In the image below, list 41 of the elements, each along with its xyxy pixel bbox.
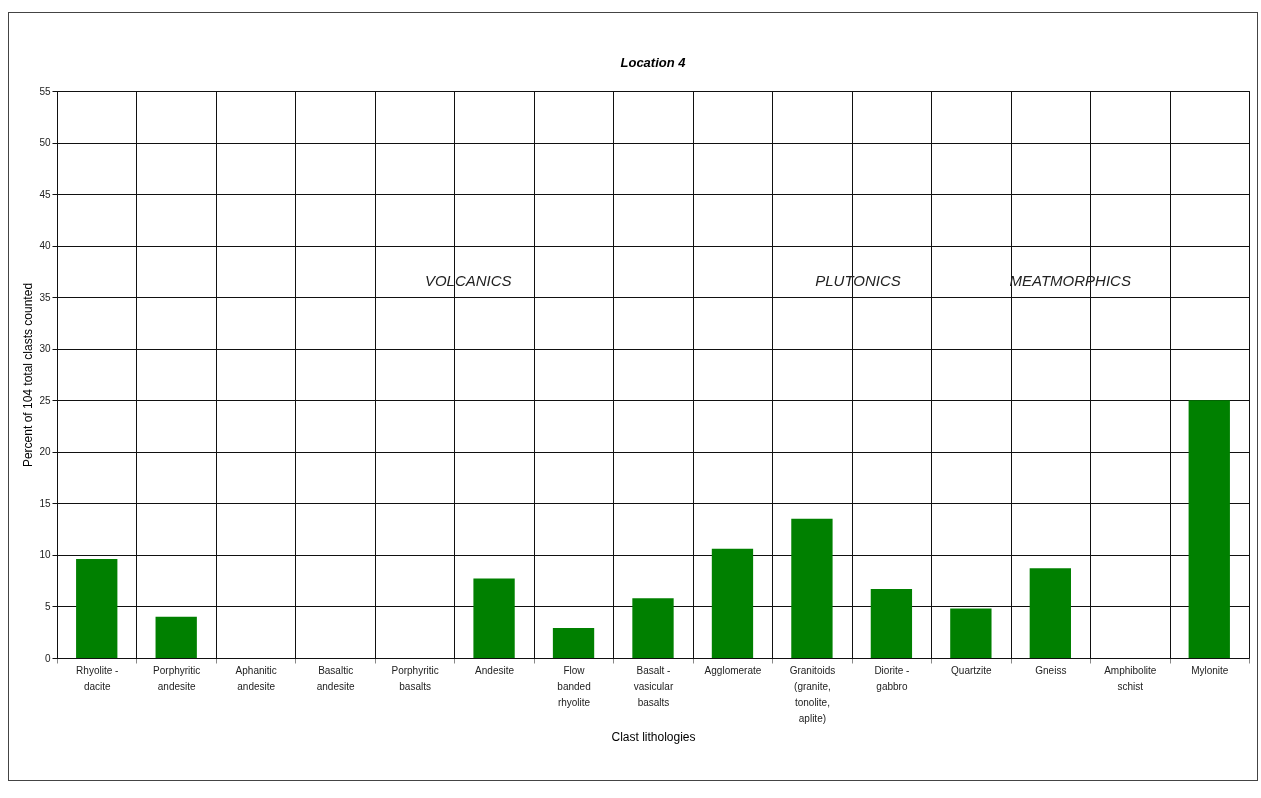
bar <box>950 608 992 658</box>
y-tick-label: 35 <box>39 291 51 303</box>
bar <box>473 578 515 658</box>
y-tick-label: 5 <box>44 600 51 612</box>
y-tick-label: 0 <box>44 652 51 664</box>
x-tick-label: Rhyolite - dacite <box>76 664 119 692</box>
x-tick-label: Granitoids (granite, tonolite, aplite) <box>789 664 836 724</box>
bar <box>870 588 913 658</box>
x-tick-label: Mylonite <box>1191 664 1229 676</box>
bar <box>76 559 118 658</box>
bar <box>1188 400 1230 658</box>
y-tick-label: 15 <box>39 497 51 509</box>
x-tick-label: Aphanitic andesite <box>235 664 277 692</box>
x-tick-label: Basaltic andesite <box>316 664 355 692</box>
bar <box>632 598 674 658</box>
y-axis-title: Percent of 104 total clasts counted <box>21 282 36 468</box>
y-tick-label: 55 <box>39 85 51 97</box>
x-tick-label: Quartzite <box>951 664 993 676</box>
chart-title: Location 4 <box>620 55 687 70</box>
bar <box>711 548 754 658</box>
x-tick-label: Porphyritic basalts <box>391 664 439 692</box>
y-tick-label: 40 <box>39 240 51 252</box>
y-tick-label: 45 <box>39 188 51 200</box>
bar <box>155 616 197 658</box>
x-tick-label: Flow banded rhyolite <box>557 664 591 708</box>
x-tick-label: Porphyritic andesite <box>153 664 201 692</box>
bar <box>791 518 833 658</box>
y-tick-label: 10 <box>39 549 51 561</box>
x-tick-label: Gneiss <box>1035 664 1067 676</box>
y-tick-label: 50 <box>39 137 51 149</box>
bar <box>552 628 595 658</box>
y-tick-label: 25 <box>39 394 51 406</box>
x-tick-label: Andesite <box>475 664 515 676</box>
x-tick-label: Diorite - gabbro <box>874 664 910 692</box>
x-tick-label: Basalt - vasicular basalts <box>633 664 674 708</box>
y-tick-label: 20 <box>39 446 51 458</box>
x-tick-label: Agglomerate <box>704 664 762 676</box>
bar <box>1029 568 1071 658</box>
y-tick-label: 30 <box>39 343 51 355</box>
x-tick-label: Amphibolite schist <box>1104 664 1157 692</box>
x-axis-title: Clast lithologies <box>611 729 696 744</box>
